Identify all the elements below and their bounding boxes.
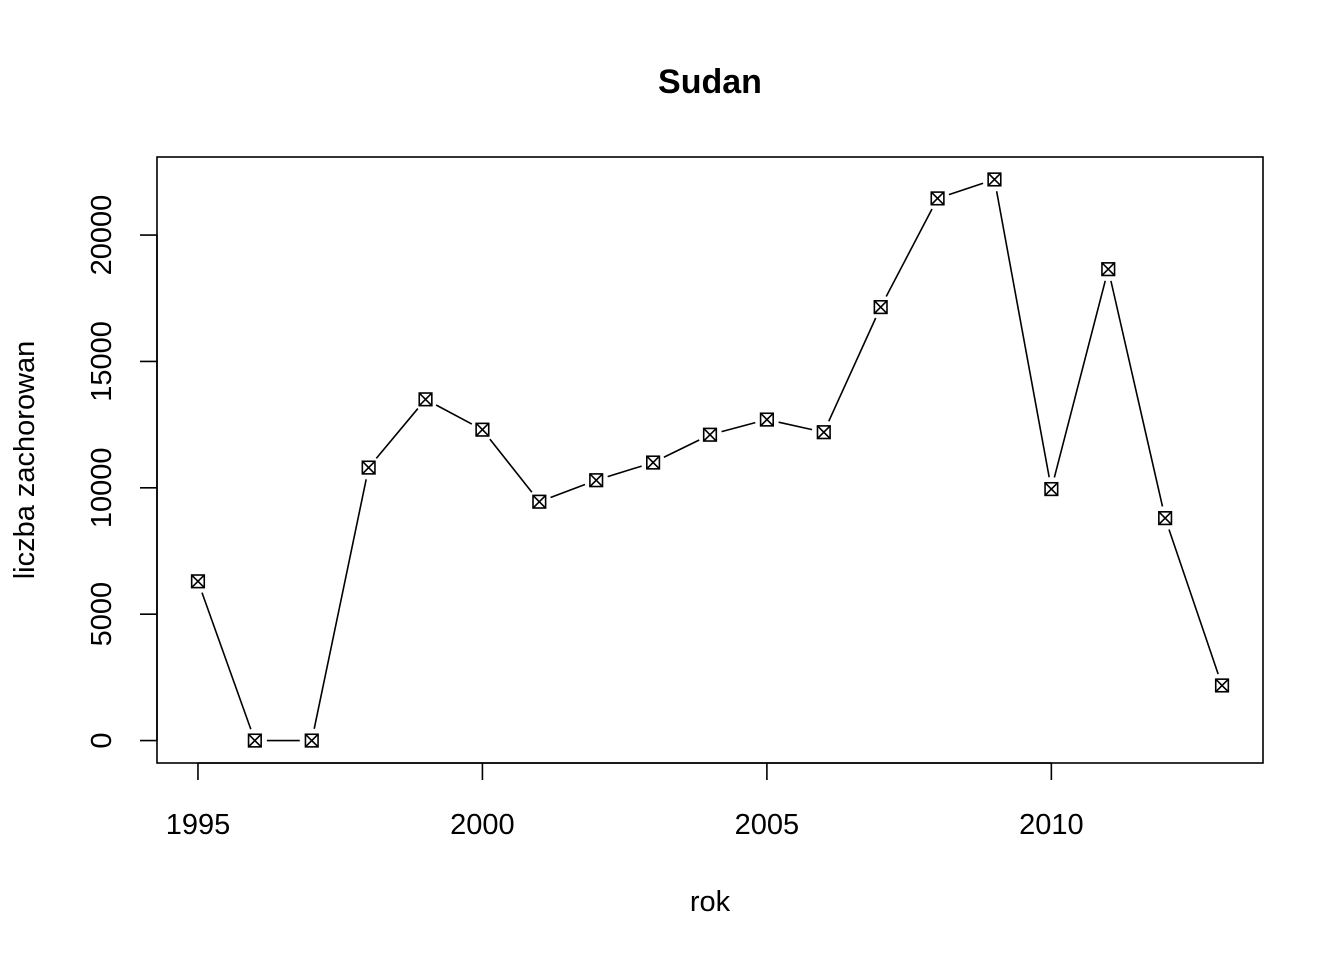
chart-title: Sudan [658, 63, 762, 101]
series-line [201, 182, 1219, 742]
y-tick-label: 10000 [86, 447, 118, 528]
data-point [247, 733, 262, 748]
data-point [1101, 262, 1116, 277]
data-point [190, 574, 206, 589]
data-point [589, 473, 604, 488]
data-point [475, 422, 490, 437]
data-point [1044, 481, 1059, 497]
x-tick-label: 2000 [450, 809, 515, 841]
y-tick-label: 5000 [86, 582, 118, 647]
y-tick-label: 0 [86, 732, 118, 748]
data-point [361, 460, 376, 475]
series-segment [550, 483, 586, 499]
data-point [987, 172, 1002, 187]
y-tick-label: 15000 [86, 321, 118, 402]
data-point [304, 733, 319, 748]
y-axis-label: liczba zachorowan [9, 341, 41, 580]
series-segment [1110, 280, 1164, 507]
x-axis: 1995 2000 2005 2010 [166, 762, 1084, 841]
series-segment [828, 317, 877, 422]
x-tick-label: 2005 [735, 809, 800, 841]
data-point [532, 494, 547, 509]
series-segment [1053, 280, 1107, 478]
data-point [1214, 678, 1230, 693]
series-segment [375, 408, 419, 459]
series-segment [778, 421, 813, 431]
x-tick-label: 2010 [1019, 809, 1084, 841]
data-point [418, 392, 433, 407]
series-segment [489, 438, 533, 493]
series-segment [1168, 529, 1219, 675]
data-point [816, 425, 831, 440]
data-point [930, 191, 945, 206]
y-axis: 0 5000 10000 15000 20000 [86, 195, 158, 749]
series-segment [435, 404, 473, 425]
series-segment [313, 479, 367, 729]
x-tick-label: 1995 [166, 809, 231, 841]
series-segment [995, 191, 1050, 478]
series-segment [948, 182, 984, 196]
data-point [759, 412, 774, 427]
y-tick-label: 20000 [86, 195, 118, 276]
x-axis-label: rok [690, 886, 731, 918]
data-point [1158, 511, 1173, 526]
series-markers [190, 172, 1230, 748]
series-segment [607, 465, 642, 478]
series-segment [721, 421, 756, 433]
data-point [873, 299, 888, 315]
series-segment [663, 439, 700, 458]
series-segment [885, 208, 933, 297]
series-segment [201, 592, 252, 730]
data-point [702, 427, 718, 442]
data-point [646, 455, 661, 470]
plot-frame [156, 156, 1264, 764]
